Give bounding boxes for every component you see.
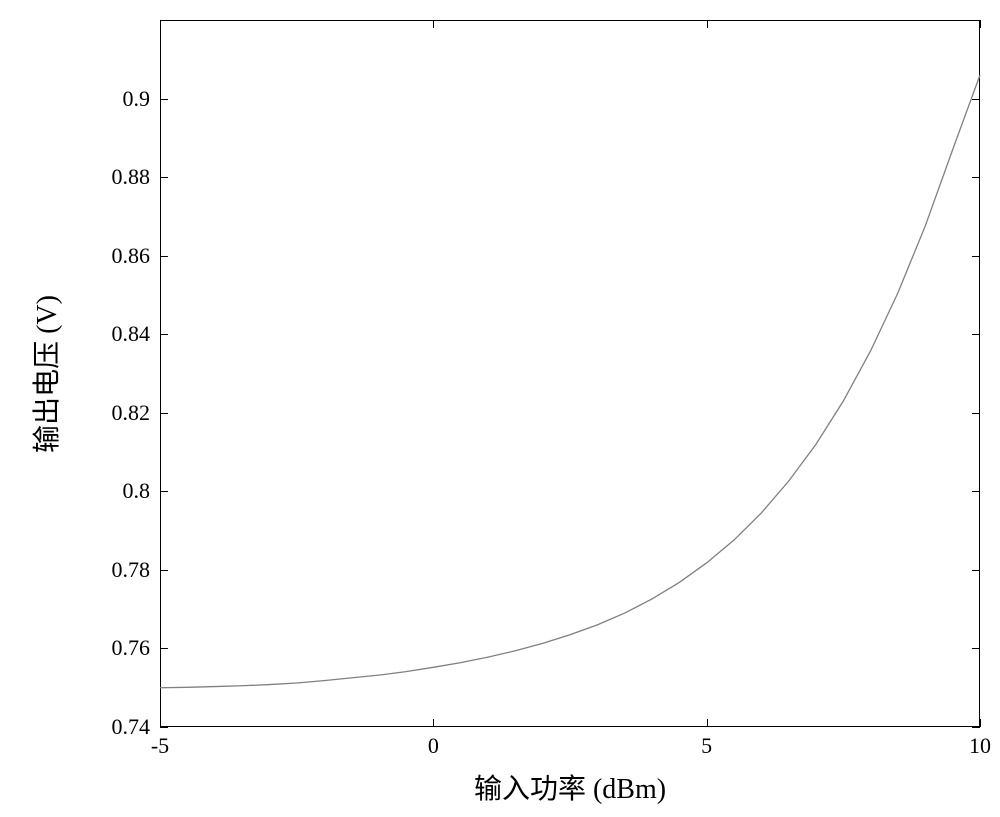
x-tick-top — [160, 20, 161, 28]
x-tick-label: 10 — [969, 733, 991, 759]
y-tick-right — [972, 570, 980, 571]
y-axis-label: 输出电压 (V) — [25, 295, 65, 453]
y-tick-label: 0.86 — [112, 243, 151, 269]
y-tick-right — [972, 256, 980, 257]
line-series — [160, 20, 980, 727]
x-tick — [707, 719, 708, 727]
y-tick-right — [972, 727, 980, 728]
y-tick-label: 0.8 — [123, 478, 151, 504]
x-tick-label: 5 — [701, 733, 712, 759]
data-line — [160, 75, 980, 688]
x-tick — [980, 719, 981, 727]
y-tick-right — [972, 491, 980, 492]
y-tick — [160, 491, 168, 492]
y-tick-right — [972, 99, 980, 100]
y-tick-label: 0.88 — [112, 164, 151, 190]
x-axis-label: 输入功率 (dBm) — [474, 767, 666, 807]
y-tick — [160, 256, 168, 257]
x-tick-label: 0 — [428, 733, 439, 759]
y-tick-label: 0.84 — [112, 321, 151, 347]
y-tick-label: 0.74 — [112, 714, 151, 740]
plot-area — [160, 20, 980, 727]
y-tick-right — [972, 334, 980, 335]
y-tick — [160, 334, 168, 335]
x-tick — [433, 719, 434, 727]
figure: -5 0 5 10 0.74 0.76 0.78 0.8 0.82 0.84 0.86 0.88 0.… — [0, 0, 1000, 817]
x-tick-label: -5 — [151, 733, 169, 759]
y-tick — [160, 570, 168, 571]
x-tick-top — [433, 20, 434, 28]
y-tick — [160, 648, 168, 649]
y-tick-label: 0.9 — [123, 86, 151, 112]
y-tick-label: 0.78 — [112, 557, 151, 583]
x-tick-top — [980, 20, 981, 28]
y-tick-right — [972, 648, 980, 649]
y-tick-right — [972, 413, 980, 414]
x-tick-top — [707, 20, 708, 28]
y-tick — [160, 727, 168, 728]
y-tick — [160, 99, 168, 100]
x-tick — [160, 719, 161, 727]
y-tick — [160, 413, 168, 414]
y-tick — [160, 177, 168, 178]
y-tick-right — [972, 177, 980, 178]
y-tick-label: 0.82 — [112, 400, 151, 426]
y-tick-label: 0.76 — [112, 635, 151, 661]
